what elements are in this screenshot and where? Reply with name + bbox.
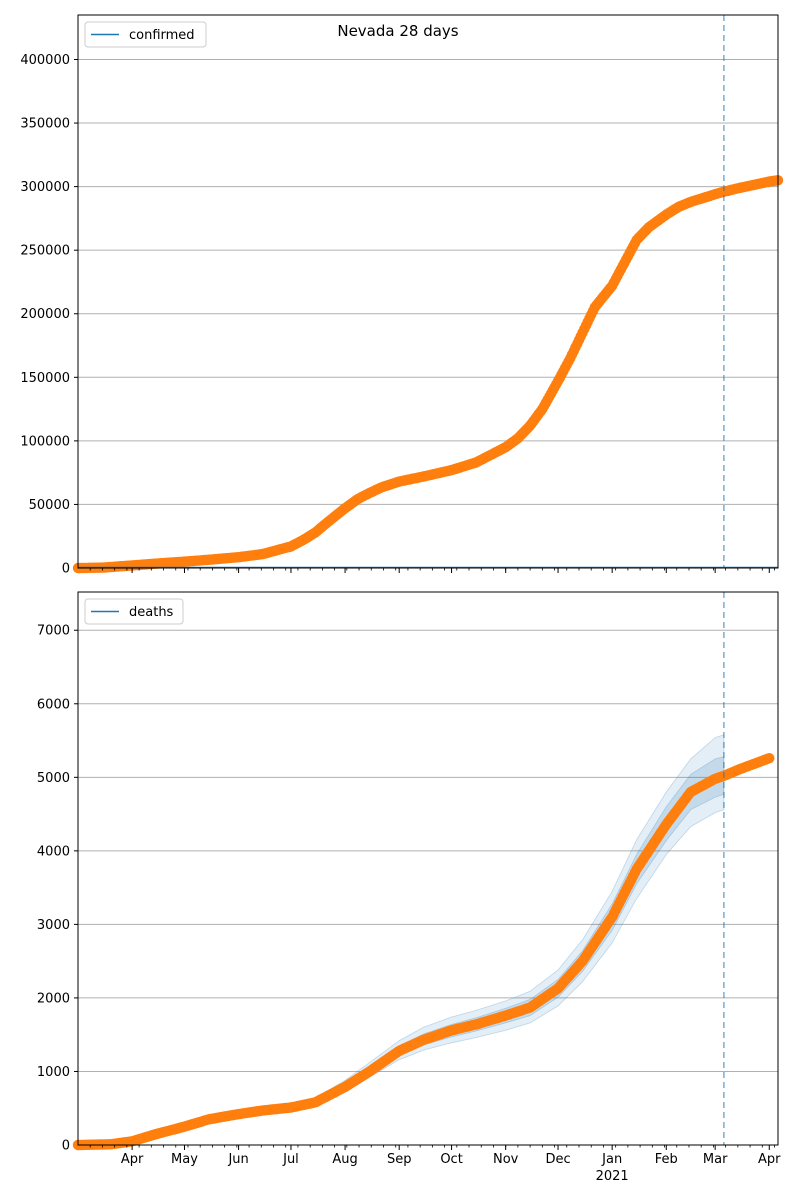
y-tick-label: 3000 [37,918,70,933]
x-tick-label: Mar [703,1152,728,1167]
x-tick-label: Jun [227,1152,248,1167]
y-tick-label: 50000 [29,498,70,513]
y-tick-label: 7000 [37,624,70,639]
x-tick-label: Nov [493,1152,519,1167]
x-tick-label: Dec [545,1152,570,1167]
y-tick-label: 0 [62,562,70,577]
data-point [764,753,775,764]
x-tick-label: Jul [282,1152,299,1167]
y-tick-label: 400000 [20,53,70,68]
y-tick-label: 4000 [37,844,70,859]
x-tick-label: Apr [758,1152,781,1167]
confirmed-panel: 0 50000 100000 150000 200000 250000 300000 3500… [20,14,784,577]
y-tick-label: 250000 [20,244,70,259]
deaths-panel: 0 1000 2000 3000 4000 5000 6000 7000 Apr May Jun Ju… [37,591,781,1184]
uncertainty-band-outer [290,734,725,1111]
legend-box [84,598,184,625]
y-tick-label: 150000 [20,371,70,386]
y-tick-label: 2000 [37,991,70,1006]
legend: deaths [84,598,184,625]
axes-frame [77,591,779,1146]
x-tick-label: Sep [387,1152,412,1167]
legend-label: confirmed [129,28,195,43]
y-tick-label: 300000 [20,180,70,195]
y-tick-label: 5000 [37,771,70,786]
y-tick-label: 100000 [20,434,70,449]
x-year-label: 2021 [596,1169,629,1184]
x-tick-label: Jan [601,1152,622,1167]
x-tick-label: May [171,1152,198,1167]
x-tick-label: Feb [655,1152,678,1167]
x-tick-label: Apr [121,1152,144,1167]
y-tick-label: 350000 [20,117,70,132]
x-tick-label: Aug [332,1152,357,1167]
y-tick-label: 0 [62,1139,70,1154]
y-tick-label: 6000 [37,697,70,712]
axes-frame [77,14,779,569]
chart-title: Nevada 28 days [337,22,458,40]
x-tick-label: Oct [440,1152,462,1167]
y-tick-label: 1000 [37,1065,70,1080]
legend-label: deaths [129,605,174,620]
legend: confirmed [84,21,207,48]
y-tick-label: 200000 [20,307,70,322]
legend-box [84,21,207,48]
